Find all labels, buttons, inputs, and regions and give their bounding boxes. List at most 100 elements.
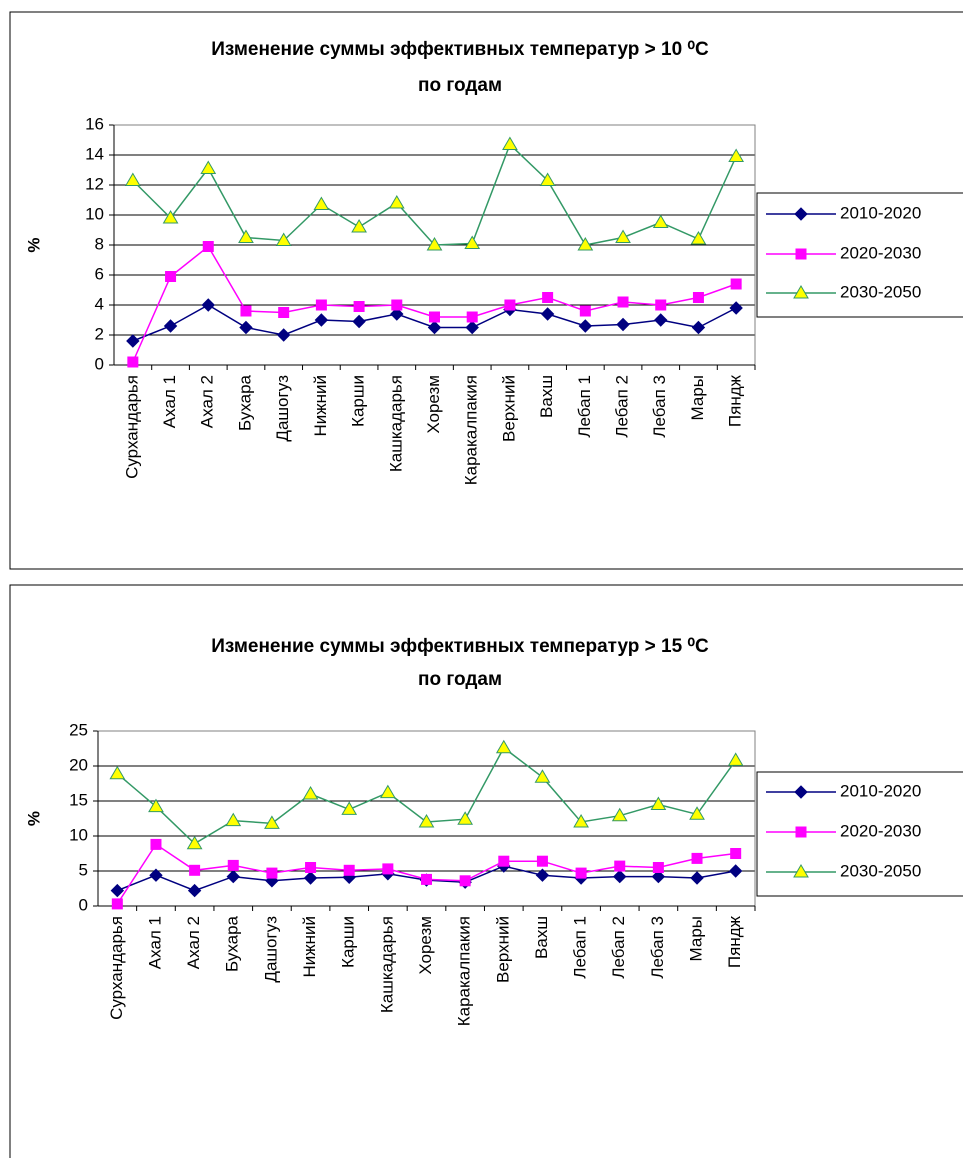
- x-tick-label: Ахал 1: [160, 375, 179, 428]
- marker: [109, 765, 126, 780]
- y-tick-label: 6: [95, 264, 104, 283]
- legend-marker: [793, 285, 809, 299]
- legend-label: 2010-2020: [840, 203, 921, 222]
- x-tick-label: Сурхандарья: [107, 916, 126, 1020]
- x-tick-label: Мары: [687, 916, 706, 961]
- x-tick-label: Дашогуз: [273, 375, 292, 442]
- marker: [573, 814, 589, 828]
- marker: [110, 883, 125, 898]
- legend-label: 2010-2020: [840, 781, 921, 800]
- marker: [388, 195, 405, 209]
- marker: [264, 815, 280, 829]
- marker: [655, 299, 667, 311]
- marker: [426, 237, 443, 251]
- marker: [149, 868, 163, 882]
- marker: [728, 864, 743, 878]
- x-tick-label: Лебап 3: [648, 916, 667, 979]
- marker: [314, 313, 329, 327]
- marker: [654, 313, 668, 327]
- marker: [305, 862, 317, 873]
- x-tick-label: Нижний: [300, 916, 319, 978]
- marker: [613, 869, 627, 884]
- marker: [690, 871, 704, 885]
- marker: [728, 148, 745, 162]
- x-tick-label: Сурхандарья: [122, 375, 141, 479]
- legend-marker: [795, 248, 807, 260]
- legend-label: 2020-2030: [840, 821, 921, 840]
- marker: [429, 311, 440, 323]
- marker: [542, 292, 554, 303]
- x-tick-label: Верхний: [499, 375, 518, 442]
- y-axis-label: %: [24, 811, 43, 826]
- marker: [495, 739, 512, 754]
- marker: [614, 860, 626, 872]
- marker: [577, 237, 594, 251]
- marker: [502, 136, 518, 150]
- marker: [730, 848, 742, 859]
- marker: [227, 859, 239, 871]
- marker: [313, 196, 330, 210]
- legend-label: 2020-2030: [840, 243, 921, 262]
- marker: [540, 307, 555, 321]
- y-tick-label: 10: [69, 825, 88, 844]
- x-tick-label: Верхний: [493, 916, 512, 983]
- marker: [379, 784, 396, 799]
- marker: [651, 869, 666, 884]
- marker: [341, 801, 358, 815]
- marker: [534, 769, 551, 783]
- y-tick-label: 25: [69, 720, 88, 739]
- marker: [575, 867, 587, 879]
- marker: [315, 299, 327, 311]
- marker: [302, 786, 319, 800]
- marker: [615, 229, 631, 243]
- marker: [148, 798, 164, 813]
- marker: [240, 305, 252, 317]
- x-tick-label: Хорезм: [424, 375, 443, 434]
- y-tick-label: 10: [85, 204, 104, 223]
- y-tick-label: 15: [69, 790, 88, 809]
- marker: [186, 835, 203, 850]
- chart-title: Изменение суммы эффективных температур >…: [211, 636, 709, 657]
- x-tick-label: Каракалпакия: [462, 375, 481, 485]
- marker: [730, 278, 742, 290]
- legend-label: 2030-2050: [840, 282, 921, 301]
- marker: [729, 301, 743, 315]
- marker: [278, 307, 290, 318]
- marker: [162, 210, 179, 224]
- chart-subtitle: по годам: [418, 75, 502, 96]
- x-tick-label: Вахш: [537, 375, 556, 418]
- legend-label: 2030-2050: [840, 861, 921, 880]
- legend-marker: [795, 826, 807, 838]
- marker: [239, 320, 253, 335]
- marker: [124, 172, 141, 186]
- marker: [225, 812, 242, 827]
- marker: [464, 235, 481, 249]
- x-tick-label: Лебап 1: [571, 916, 590, 979]
- x-tick-label: Кашкадарья: [377, 916, 396, 1013]
- marker: [266, 867, 278, 879]
- marker: [418, 814, 435, 828]
- marker: [201, 298, 215, 312]
- marker: [616, 317, 630, 332]
- y-tick-label: 5: [79, 860, 88, 879]
- marker: [200, 160, 217, 174]
- marker: [691, 852, 703, 864]
- marker: [189, 864, 201, 876]
- marker: [579, 305, 591, 317]
- marker: [427, 320, 442, 335]
- marker: [466, 311, 478, 323]
- x-tick-label: Бухара: [223, 915, 242, 972]
- marker: [611, 807, 628, 822]
- legend-marker: [794, 785, 808, 799]
- x-tick-label: Лебап 3: [650, 375, 669, 438]
- marker: [382, 863, 394, 875]
- x-tick-label: Лебап 2: [609, 916, 628, 979]
- marker: [617, 296, 629, 308]
- x-tick-label: Карши: [339, 916, 358, 968]
- y-tick-label: 4: [95, 294, 104, 313]
- marker: [535, 868, 550, 882]
- marker: [652, 862, 664, 873]
- marker: [187, 883, 202, 898]
- y-tick-label: 14: [85, 144, 104, 163]
